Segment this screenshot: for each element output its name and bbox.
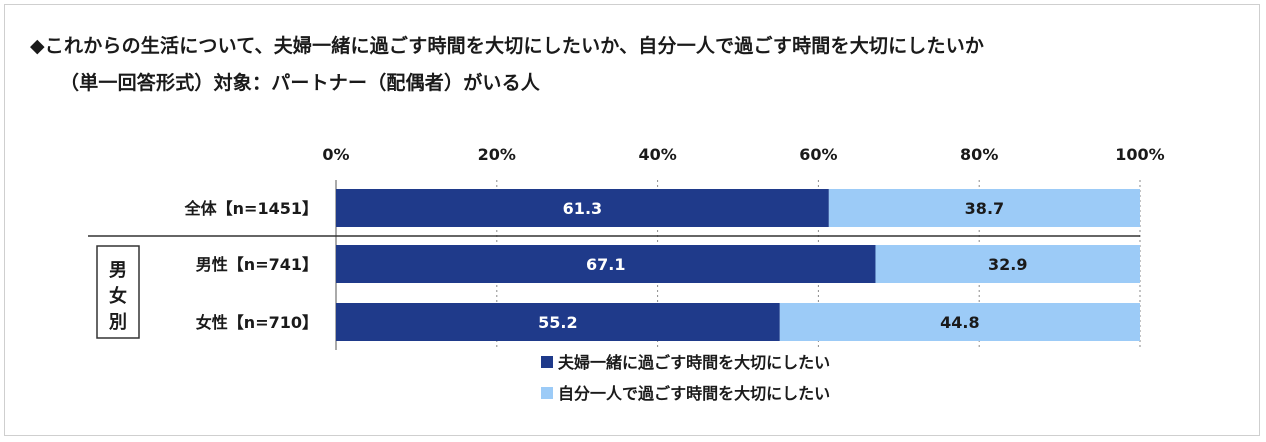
data-label: 61.3 [563,199,602,218]
group-label-char: 男 [109,260,127,281]
legend-label: 自分一人で過ごす時間を大切にしたい [558,384,830,403]
group-label-char: 女 [109,285,127,307]
x-tick-label: 60% [799,145,837,164]
chart-subtitle: （単一回答形式）対象：パートナー（配偶者）がいる人 [60,72,541,94]
data-label: 55.2 [538,313,577,332]
legend-swatch [541,387,553,399]
data-label: 38.7 [965,199,1004,218]
chart-title: ◆これからの生活について、夫婦一緒に過ごす時間を大切にしたいか、自分一人で過ごす… [30,35,985,57]
group-box [96,245,140,339]
x-tick-label: 0% [322,145,349,164]
legend-swatch [541,356,553,368]
bar-segment [336,245,876,283]
x-tick-label: 20% [478,145,516,164]
group-label-char: 別 [109,312,127,333]
data-label: 67.1 [586,255,625,274]
category-label: 男性【n=741】 [196,255,318,274]
bar-segment [875,245,1140,283]
category-label: 全体【n=1451】 [184,199,318,218]
bar-segment [779,303,1140,341]
bar-segment [336,189,829,227]
bar-segment [336,303,780,341]
x-tick-label: 40% [638,145,676,164]
x-tick-label: 80% [960,145,998,164]
legend-label: 夫婦一緒に過ごす時間を大切にしたい [558,353,830,372]
data-label: 44.8 [940,313,979,332]
category-label: 女性【n=710】 [196,313,318,332]
data-label: 32.9 [988,255,1027,274]
x-tick-label: 100% [1115,145,1164,164]
bar-segment [828,189,1140,227]
